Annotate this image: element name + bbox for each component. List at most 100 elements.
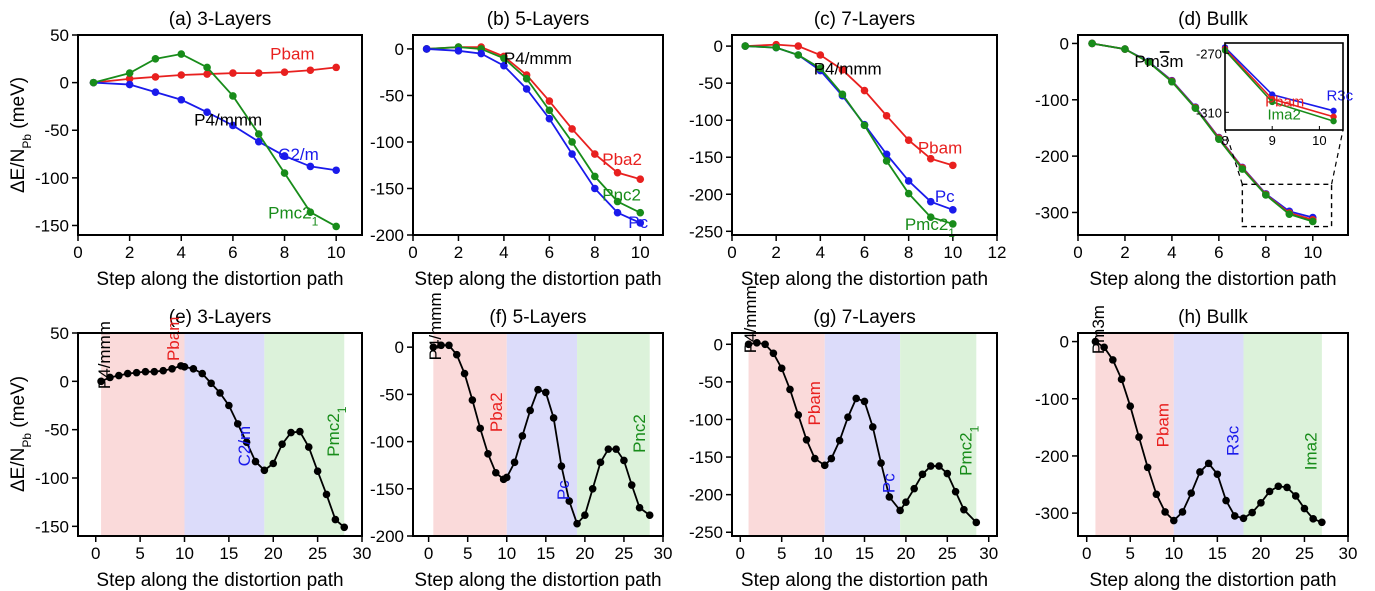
data-point bbox=[1213, 470, 1222, 479]
phase-label: C2/m bbox=[235, 426, 254, 467]
data-point bbox=[429, 343, 438, 351]
y-tick-label: -150 bbox=[689, 148, 723, 167]
data-point bbox=[573, 519, 581, 528]
y-axis-label: ΔE/NPb (meV) bbox=[8, 376, 34, 492]
data-point bbox=[852, 394, 861, 403]
data-point bbox=[1300, 504, 1309, 513]
data-point bbox=[260, 466, 269, 475]
data-point bbox=[332, 222, 340, 231]
data-point bbox=[522, 85, 531, 93]
data-point bbox=[885, 493, 894, 501]
data-point bbox=[896, 506, 904, 515]
y-tick-label: 0 bbox=[714, 37, 723, 56]
data-point bbox=[769, 349, 778, 358]
data-point bbox=[636, 208, 645, 217]
data-point bbox=[860, 86, 869, 95]
data-point bbox=[877, 459, 885, 467]
data-point bbox=[838, 90, 847, 99]
plot-frame bbox=[412, 332, 664, 537]
data-point bbox=[159, 366, 167, 375]
x-axis-label: Step along the distortion path bbox=[96, 570, 343, 591]
y-tick-label: -150 bbox=[370, 179, 404, 198]
panel-g: (g) 7-Layers 0 5 10 15 20 25 30 0 -50 -100 -150 -200… bbox=[689, 285, 998, 591]
data-point bbox=[557, 462, 566, 470]
y-tick-label: -50 bbox=[698, 373, 723, 392]
data-point bbox=[620, 456, 628, 465]
y-tick-label: -50 bbox=[379, 385, 404, 404]
x-tick-label: 8 bbox=[590, 243, 599, 262]
data-point bbox=[492, 468, 500, 477]
data-point bbox=[549, 414, 558, 422]
data-point bbox=[926, 213, 935, 222]
data-point bbox=[534, 385, 542, 394]
data-point bbox=[951, 487, 960, 496]
data-point bbox=[636, 219, 645, 227]
y-tick-label: -100 bbox=[689, 410, 723, 429]
phase-label: Pm3m bbox=[1134, 52, 1183, 71]
series-label: Pmc21 bbox=[268, 203, 318, 228]
phase-label: Pnc2 bbox=[630, 414, 649, 453]
y-tick-label: -200 bbox=[689, 185, 723, 204]
data-point bbox=[168, 364, 176, 373]
data-point bbox=[177, 50, 186, 58]
data-point bbox=[794, 42, 803, 50]
x-tick-label: 25 bbox=[1295, 544, 1314, 563]
x-tick-label: 20 bbox=[1251, 544, 1270, 563]
data-point bbox=[233, 420, 242, 428]
x-tick-label: 30 bbox=[979, 544, 998, 563]
panel-title: (a) 3-Layers bbox=[169, 9, 271, 30]
panel-c: (c) 7-Layers 0 2 4 6 8 10 12 0 -50 -100 -150 -200 -25… bbox=[689, 9, 1006, 290]
y-tick-label: 0 bbox=[60, 74, 69, 93]
series-line-pc bbox=[426, 48, 641, 224]
series-label: Pba2 bbox=[602, 150, 642, 169]
data-point bbox=[1152, 490, 1161, 499]
data-point bbox=[280, 152, 289, 160]
y-tick-label: -250 bbox=[689, 222, 723, 241]
x-tick-label: 0 bbox=[73, 243, 82, 262]
data-point bbox=[972, 518, 981, 527]
data-point bbox=[177, 95, 186, 104]
y-tick-label: -150 bbox=[370, 480, 404, 499]
x-tick-label: 0 bbox=[408, 243, 417, 262]
data-point bbox=[844, 413, 852, 422]
data-point bbox=[269, 459, 278, 468]
data-point bbox=[340, 523, 349, 532]
data-point bbox=[229, 121, 237, 130]
data-point bbox=[125, 80, 134, 89]
data-point bbox=[198, 369, 207, 378]
data-point bbox=[1121, 45, 1129, 53]
y-tick-label: 0 bbox=[395, 338, 404, 357]
data-point bbox=[949, 161, 957, 170]
phase-label: P4/mmm bbox=[741, 285, 760, 353]
x-tick-label: 10 bbox=[497, 544, 516, 563]
series-label: Pmc21 bbox=[905, 215, 955, 240]
x-tick-label: 8 bbox=[904, 243, 913, 262]
data-point bbox=[1170, 516, 1178, 525]
data-point bbox=[287, 428, 295, 437]
data-point bbox=[1274, 482, 1283, 491]
data-point bbox=[125, 75, 134, 83]
x-tick-label: 6 bbox=[228, 243, 237, 262]
x-tick-label: 8 bbox=[1261, 243, 1270, 262]
phase-label: P4/mmm bbox=[95, 321, 114, 389]
data-point bbox=[904, 177, 913, 185]
data-point bbox=[280, 169, 289, 177]
y-tick-label: -50 bbox=[379, 86, 404, 105]
x-tick-label: 0 bbox=[1073, 243, 1082, 262]
x-axis-label: Step along the distortion path bbox=[414, 269, 661, 290]
inset-data-point bbox=[1330, 107, 1337, 115]
data-point bbox=[545, 114, 554, 123]
data-point bbox=[332, 166, 340, 175]
x-tick-label: 0 bbox=[91, 544, 100, 563]
x-tick-label: 10 bbox=[943, 243, 962, 262]
data-point bbox=[500, 54, 508, 63]
x-axis-label: Step along the distortion path bbox=[414, 570, 661, 591]
y-tick-label: 0 bbox=[60, 372, 69, 391]
data-point bbox=[882, 157, 891, 165]
series-label: Pc bbox=[628, 213, 648, 232]
data-point bbox=[645, 511, 654, 520]
series-line-pbam bbox=[745, 43, 954, 167]
data-point bbox=[636, 175, 645, 183]
data-point bbox=[816, 51, 825, 59]
